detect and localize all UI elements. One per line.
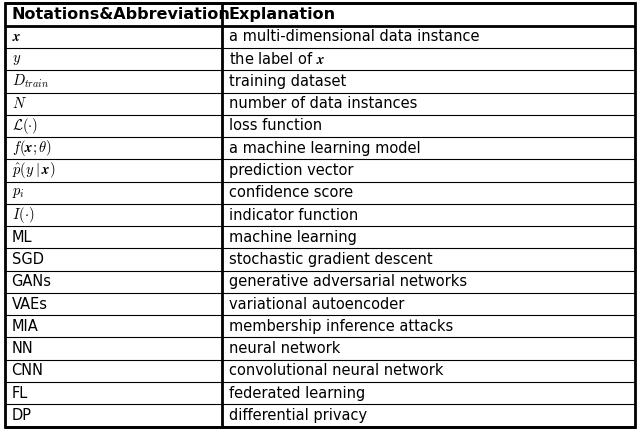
Text: a multi-dimensional data instance: a multi-dimensional data instance <box>228 29 479 44</box>
Text: machine learning: machine learning <box>228 230 356 245</box>
Text: SGD: SGD <box>12 252 44 267</box>
Text: loss function: loss function <box>228 118 322 133</box>
Text: membership inference attacks: membership inference attacks <box>228 319 453 334</box>
Text: $\hat{p}(y \mid \boldsymbol{x})$: $\hat{p}(y \mid \boldsymbol{x})$ <box>12 160 55 181</box>
Text: MIA: MIA <box>12 319 38 334</box>
Text: $y$: $y$ <box>12 52 20 67</box>
Text: neural network: neural network <box>228 341 340 356</box>
Text: convolutional neural network: convolutional neural network <box>228 363 444 378</box>
Text: stochastic gradient descent: stochastic gradient descent <box>228 252 433 267</box>
Text: Explanation: Explanation <box>228 7 336 22</box>
Text: $\boldsymbol{x}$: $\boldsymbol{x}$ <box>12 29 21 44</box>
Text: prediction vector: prediction vector <box>228 163 353 178</box>
Text: federated learning: federated learning <box>228 386 365 401</box>
Text: DP: DP <box>12 408 31 423</box>
Text: generative adversarial networks: generative adversarial networks <box>228 274 467 289</box>
Text: differential privacy: differential privacy <box>228 408 367 423</box>
Text: $p_i$: $p_i$ <box>12 185 24 200</box>
Text: training dataset: training dataset <box>228 74 346 89</box>
Text: variational autoencoder: variational autoencoder <box>228 297 404 312</box>
Text: confidence score: confidence score <box>228 185 353 200</box>
Text: NN: NN <box>12 341 33 356</box>
Text: $N$: $N$ <box>12 96 26 111</box>
Text: Notations&Abbreviation: Notations&Abbreviation <box>12 7 230 22</box>
Text: GANs: GANs <box>12 274 52 289</box>
Text: a machine learning model: a machine learning model <box>228 141 420 156</box>
Text: ML: ML <box>12 230 32 245</box>
Text: indicator function: indicator function <box>228 208 358 222</box>
Text: VAEs: VAEs <box>12 297 47 312</box>
Text: $D_{train}$: $D_{train}$ <box>12 73 49 90</box>
Text: the label of $\boldsymbol{x}$: the label of $\boldsymbol{x}$ <box>228 51 325 67</box>
Text: number of data instances: number of data instances <box>228 96 417 111</box>
Text: $f(\boldsymbol{x};\theta)$: $f(\boldsymbol{x};\theta)$ <box>12 138 51 158</box>
Text: $\mathcal{L}(\cdot)$: $\mathcal{L}(\cdot)$ <box>12 116 38 136</box>
Text: $I(\cdot)$: $I(\cdot)$ <box>12 205 34 225</box>
Text: CNN: CNN <box>12 363 44 378</box>
Text: FL: FL <box>12 386 28 401</box>
